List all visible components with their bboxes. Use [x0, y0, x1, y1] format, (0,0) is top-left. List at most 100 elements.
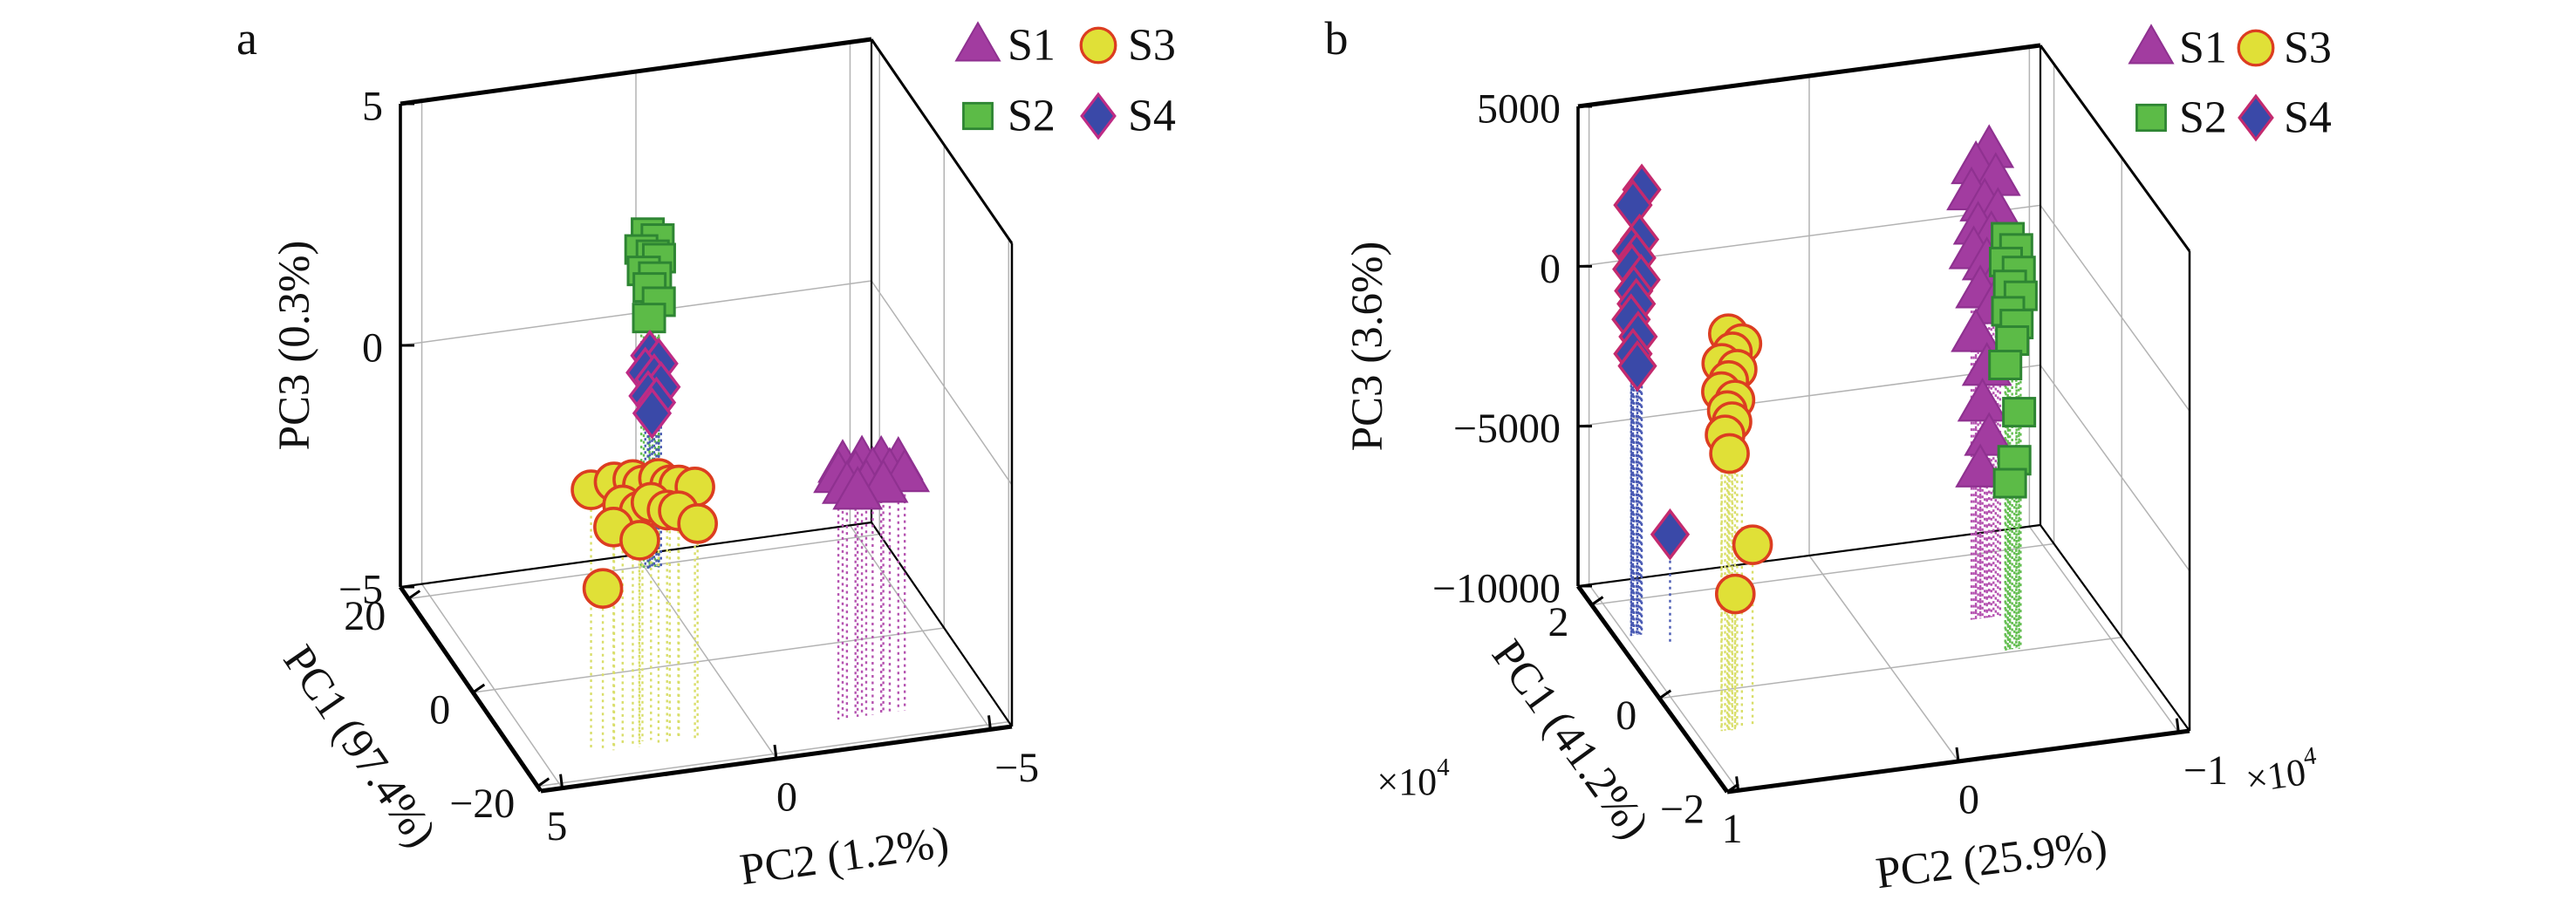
grid-z-back: [1577, 364, 2041, 427]
y-tick-label: 20: [344, 593, 386, 639]
s1-marker: [1951, 308, 2001, 352]
s1-series: [813, 434, 931, 510]
grid-z-right: [871, 280, 1013, 486]
legend: S1 S3 S2 S4: [2128, 24, 2332, 143]
grid-y-floor: [473, 627, 945, 693]
grid-y-floor: [537, 720, 1009, 788]
s2-marker: [2002, 397, 2037, 428]
x-tick: [2175, 718, 2180, 733]
grid-z-right: [2040, 204, 2190, 412]
s2-marker: [1988, 350, 2023, 381]
legend-s4-marker: [1080, 92, 1117, 140]
s1-series: [1946, 124, 2026, 488]
legend-s4-marker: [2238, 93, 2274, 142]
y-axis-multiplier: ×104: [1377, 754, 1450, 803]
legend-s2-label: S2: [2179, 93, 2227, 143]
panel-letter: b: [1325, 12, 1349, 65]
y-tick-label: −2: [1660, 787, 1705, 833]
y-tick: [536, 777, 550, 788]
box-front-edges: [1575, 43, 2191, 795]
legend-s3-marker: [1079, 26, 1117, 65]
s3-marker: [1732, 524, 1773, 565]
z-tick-label: 5000: [1477, 86, 1561, 133]
edge-floor-back: [1577, 523, 2041, 588]
grid-x-floor: [635, 554, 777, 760]
z-tick-label: 5: [362, 84, 383, 130]
x-tick: [1955, 747, 1960, 762]
s2-marker: [1992, 467, 2027, 499]
x-tick: [1735, 776, 1740, 791]
x-axis-label: PC2 (25.9%): [1873, 822, 2109, 898]
grid-x-floor: [849, 524, 992, 730]
s1-marker: [1951, 308, 2001, 352]
s3-marker: [1709, 433, 1750, 474]
z-tick-label: 0: [362, 325, 383, 372]
y-tick: [472, 683, 486, 694]
s3-marker: [1732, 524, 1773, 565]
legend-s2-marker: [2135, 103, 2167, 133]
box-back-edges: [400, 39, 1013, 727]
s2-marker: [2002, 397, 2037, 428]
s3-marker: [619, 520, 660, 561]
grid-x-floor: [1808, 555, 1959, 762]
y-tick: [1590, 596, 1604, 606]
y-tick: [1658, 689, 1672, 699]
legend-s1-marker: [954, 21, 1001, 62]
z-tick-label: −5: [338, 567, 383, 613]
legend-s2-marker: [962, 101, 994, 131]
box-front-edges: [398, 37, 1014, 794]
x-tick: [987, 715, 992, 730]
s1-marker: [1964, 412, 2015, 456]
s3-marker: [582, 568, 624, 609]
edge-floor-right: [2040, 524, 2190, 732]
s1-marker: [1955, 443, 2006, 488]
edge-top-left: [400, 37, 872, 106]
grid-x-floor: [1589, 583, 1739, 791]
s4-marker: [1617, 339, 1657, 392]
legend-s3-label: S3: [1128, 21, 1176, 71]
s1-marker: [832, 466, 884, 510]
x-tick-label: 5: [546, 803, 567, 849]
legend-s4-label: S4: [2284, 93, 2332, 143]
s1-marker: [1957, 378, 2008, 422]
y-tick-label: 2: [1548, 599, 1569, 645]
legend-s2-marker: [962, 101, 994, 131]
s3-marker: [677, 503, 718, 544]
s1-marker: [1957, 378, 2008, 422]
box-back-edges: [1577, 45, 2190, 732]
legend-s1-marker: [954, 21, 1001, 62]
x-tick-label: −5: [994, 745, 1039, 791]
legend-s3-marker: [1079, 26, 1117, 65]
s4-marker: [1617, 339, 1657, 392]
z-tick-label: 0: [1540, 246, 1561, 292]
s3-series: [571, 458, 718, 609]
legend-s3-label: S3: [2284, 24, 2332, 73]
x-tick-label: 0: [776, 774, 797, 821]
s4-marker: [632, 387, 673, 440]
x-tick-label: 1: [1722, 806, 1743, 852]
s3-marker: [1714, 573, 1756, 615]
y-tick: [407, 590, 421, 600]
y-tick-label: −20: [449, 781, 515, 827]
panel-letter: a: [236, 12, 257, 65]
s4-marker: [1650, 508, 1691, 561]
legend-s3-marker: [2237, 29, 2275, 67]
edge-top-right: [2039, 44, 2191, 252]
grid-x-floor: [2028, 526, 2179, 733]
legend: S1 S3 S2 S4: [954, 21, 1176, 141]
edge-floor-right: [871, 522, 1013, 727]
legend-s4-label: S4: [1128, 92, 1176, 141]
x-axis-multiplier: ×104: [2242, 741, 2321, 801]
s3-marker: [677, 503, 718, 544]
edge-top-right: [870, 38, 1014, 244]
s3-marker: [619, 520, 660, 561]
gridlines: [400, 42, 1013, 789]
s3-series: [1701, 313, 1773, 615]
s3-marker: [1709, 433, 1750, 474]
